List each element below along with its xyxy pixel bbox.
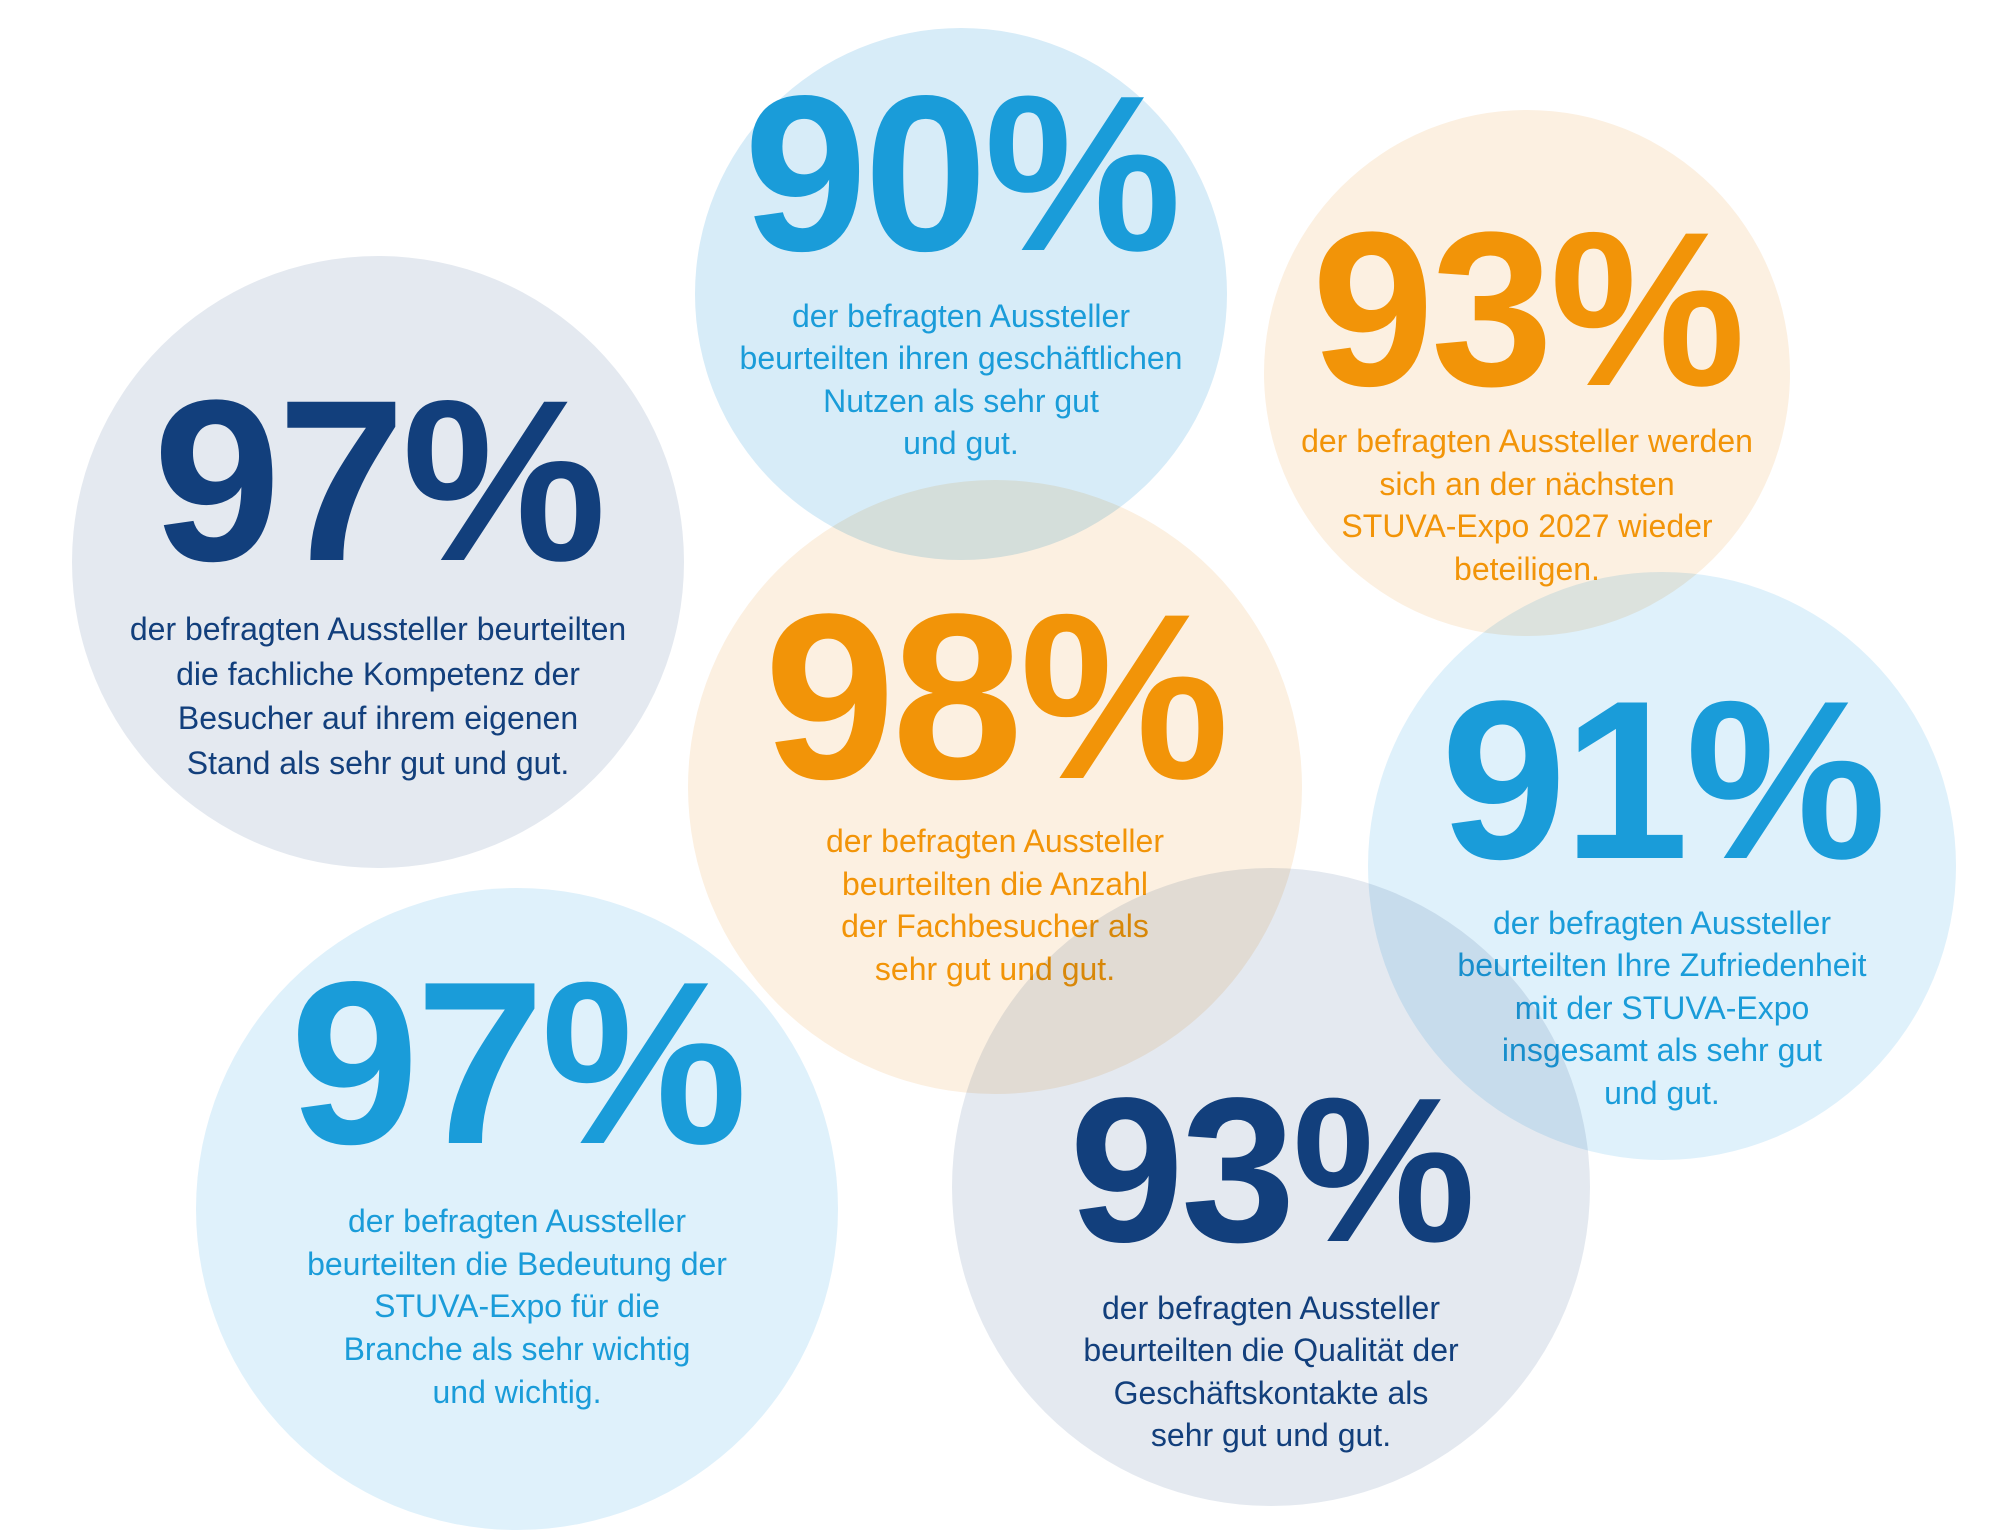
stat-percent: 90% (743, 50, 1182, 298)
stat-percent: 93% (1311, 186, 1746, 432)
stat-percent: 93% (1069, 1055, 1475, 1285)
stat-description: der befragten Aussteller werden sich an … (1301, 423, 1753, 587)
stat-circle-fachliche-kompetenz: 97% der befragten Aussteller beurteilten… (72, 256, 684, 868)
stat-description: der befragten Aussteller beurteilten die… (826, 823, 1164, 987)
stat-circle-qualitaet-geschaeftskontakte: 93% der befragten Aussteller beurteilten… (952, 868, 1590, 1506)
stat-description: der befragten Aussteller beurteilten die… (307, 1203, 727, 1410)
stat-circle-anzahl-fachbesucher: 98% der befragten Aussteller beurteilten… (688, 480, 1302, 1094)
stat-description: der befragten Aussteller beurteilten ihr… (739, 297, 1183, 462)
stat-percent: 97% (153, 352, 606, 609)
stat-circle-bedeutung-branche: 97% der befragten Aussteller beurteilten… (196, 888, 838, 1530)
stat-description: der befragten Aussteller beurteilten die… (129, 610, 627, 782)
stat-percent: 97% (290, 934, 747, 1193)
stat-percent: 98% (764, 565, 1229, 829)
stat-percent: 91% (1440, 653, 1887, 906)
stat-circle-geschaeftlicher-nutzen: 90% der befragten Aussteller beurteilten… (695, 28, 1227, 560)
stat-circle-wiederbeteiligung-2027: 93% der befragten Aussteller werden sich… (1264, 110, 1790, 636)
stat-description: der befragten Aussteller beurteilten die… (1083, 1289, 1459, 1454)
